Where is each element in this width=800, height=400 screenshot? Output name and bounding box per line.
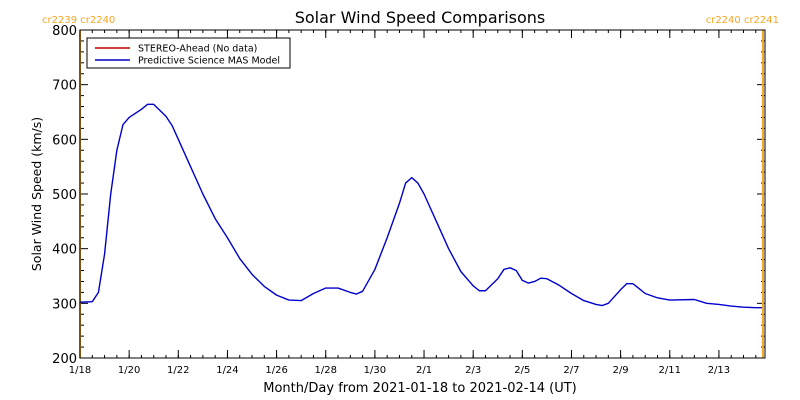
y-tick-label: 400 xyxy=(52,243,77,258)
chart-title: Solar Wind Speed Comparisons xyxy=(295,8,546,27)
x-tick-label: 1/26 xyxy=(265,365,287,376)
x-tick-label: 1/22 xyxy=(167,365,189,376)
x-tick-label: 1/28 xyxy=(315,365,337,376)
x-tick-label: 2/3 xyxy=(465,365,481,376)
x-axis-label: Month/Day from 2021-01-18 to 2021-02-14 … xyxy=(263,381,576,396)
x-tick-label: 2/9 xyxy=(613,365,629,376)
plot-frame xyxy=(79,29,766,359)
x-tick-label: 1/18 xyxy=(69,365,91,376)
y-tick-label: 800 xyxy=(52,24,77,39)
x-tick-label: 2/7 xyxy=(563,365,579,376)
series-line-mas-model xyxy=(79,103,762,309)
x-tick-label: 2/13 xyxy=(708,365,730,376)
y-tick-label: 500 xyxy=(52,188,77,203)
x-tick-label: 2/1 xyxy=(416,365,432,376)
y-tick-label: 200 xyxy=(52,352,77,367)
x-tick-label: 2/5 xyxy=(514,365,530,376)
y-tick-label: 600 xyxy=(52,133,77,148)
rotation-marker-label: cr2240 cr2241 xyxy=(706,15,779,26)
legend-label: Predictive Science MAS Model xyxy=(138,56,280,67)
y-tick-label: 300 xyxy=(52,297,77,312)
x-tick-label: 1/24 xyxy=(216,365,238,376)
y-tick-label: 700 xyxy=(52,79,77,94)
x-tick-label: 1/20 xyxy=(118,365,140,376)
x-tick-label: 1/30 xyxy=(364,365,386,376)
rotation-marker-label: cr2239 cr2240 xyxy=(42,15,115,26)
x-tick-label: 2/11 xyxy=(659,365,681,376)
legend-label: STEREO-Ahead (No data) xyxy=(138,44,257,55)
y-axis-label: Solar Wind Speed (km/s) xyxy=(29,117,44,271)
legend-box xyxy=(86,37,291,69)
